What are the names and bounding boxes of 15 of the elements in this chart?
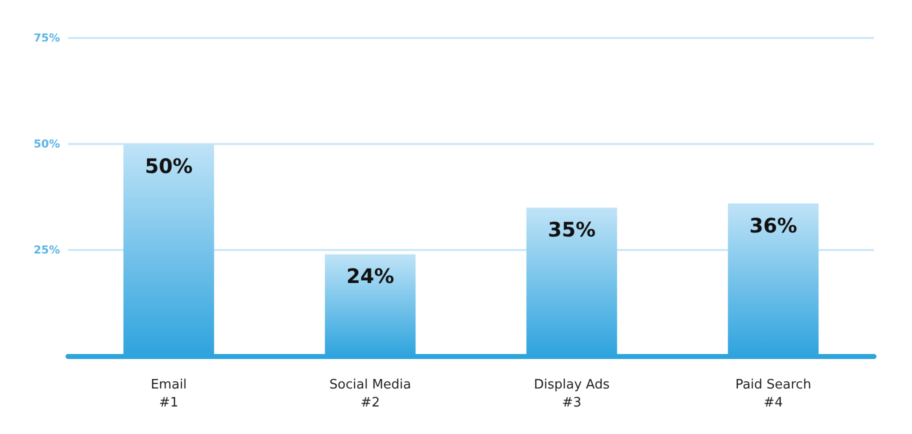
y-tick-label: 50% [34, 138, 60, 150]
x-tick-label: Social Media #2 [329, 378, 412, 410]
data-label: 24% [346, 264, 394, 288]
data-label: 35% [548, 218, 596, 242]
data-label: 36% [749, 213, 798, 238]
x-tick-label: Email #1 [150, 378, 187, 410]
y-tick-label: 25% [34, 244, 60, 256]
x-tick-label: Paid Search #4 [735, 378, 812, 410]
data-label: 50% [144, 154, 193, 178]
bar [526, 208, 618, 356]
bar [324, 254, 416, 356]
bar [123, 144, 214, 356]
x-tick-label: Display Ads #3 [534, 378, 610, 410]
bar [728, 203, 819, 356]
y-tick-label: 75% [34, 32, 60, 44]
